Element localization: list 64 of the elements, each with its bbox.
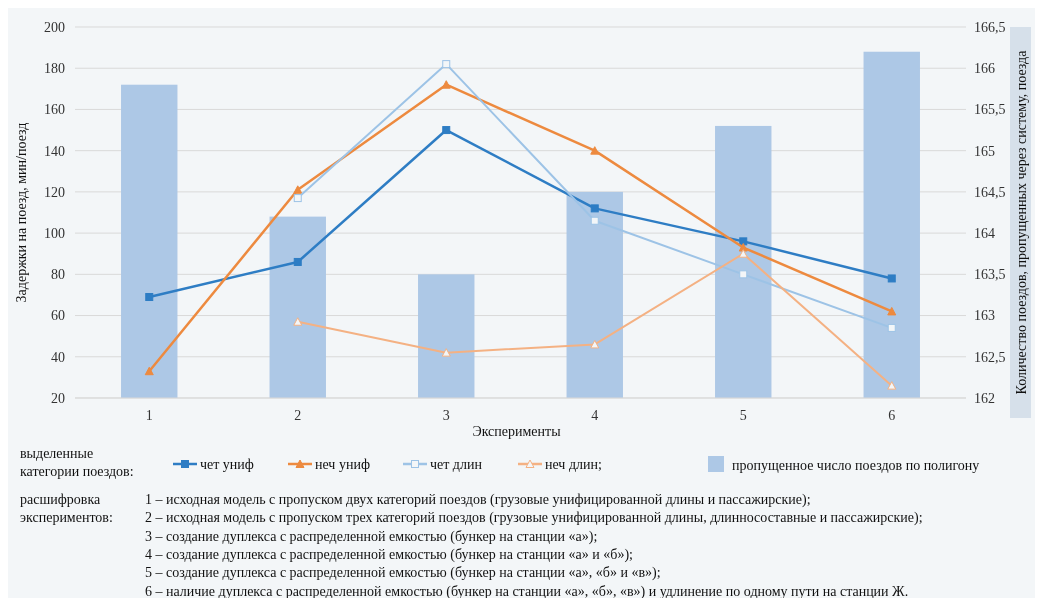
point bbox=[887, 323, 896, 332]
y2-tick-label: 162,5 bbox=[974, 349, 1006, 365]
point bbox=[590, 204, 599, 213]
point bbox=[144, 366, 154, 376]
point bbox=[441, 80, 451, 89]
x-tick-label: 1 bbox=[145, 408, 153, 423]
point bbox=[293, 317, 303, 326]
point bbox=[887, 306, 897, 316]
text: 1 – исходная модель с пропуском двух категорий поездов (грузовые унифицированной длины и пассажирские); bbox=[145, 492, 811, 508]
text: 3 – создание дуплекса с распределенной емкостью (бункер на станции «а»); bbox=[145, 528, 598, 545]
x-axis-title: Эксперименты bbox=[472, 424, 562, 439]
point bbox=[442, 60, 451, 69]
y2-tick-label: 165 bbox=[974, 143, 995, 159]
legend-label: чет длин bbox=[430, 457, 483, 472]
y-axis-title: Задержки на поезд, мин/поезд bbox=[14, 122, 29, 303]
point bbox=[738, 243, 748, 252]
point bbox=[293, 257, 302, 266]
legend-label: неч униф bbox=[315, 457, 370, 472]
y-tick-label: 120 bbox=[44, 184, 65, 200]
x-tick-label: 2 bbox=[294, 408, 302, 423]
y2-tick-label: 164 bbox=[974, 226, 995, 242]
legend-label: чет униф bbox=[200, 457, 254, 472]
text: 6 – наличие дуплекса с распределенной емкостью (бункер на станции «а», «б», «в») и удлинение по одному пути на станции Ж. bbox=[145, 583, 909, 600]
y2-tick-label: 165,5 bbox=[974, 102, 1006, 118]
point bbox=[293, 194, 302, 203]
y2-tick-label: 164,5 bbox=[974, 184, 1006, 200]
x-tick-label: 5 bbox=[739, 408, 747, 423]
point bbox=[145, 293, 154, 302]
x-tick-label: 6 bbox=[888, 408, 896, 423]
text: 5 – создание дуплекса с распределенной емкостью (бункер на станции «а», «б» и «в»); bbox=[145, 565, 661, 582]
text: расшифровка экспериментов: bbox=[20, 492, 113, 525]
point bbox=[590, 146, 600, 155]
text: 4 – создание дуплекса с распределенной емкостью (бункер на станции «а» и «б»); bbox=[145, 546, 633, 563]
y-tick-label: 60 bbox=[51, 308, 65, 324]
y-tick-label: 80 bbox=[51, 267, 65, 283]
y2-tick-label: 162 bbox=[974, 390, 995, 406]
point bbox=[738, 249, 748, 258]
point bbox=[887, 274, 896, 283]
point bbox=[739, 237, 748, 246]
point bbox=[590, 339, 600, 349]
point bbox=[442, 126, 451, 135]
text: 2 – исходная модель с пропуском трех категорий поездов (грузовые унифицированной длины, длинносоставные и пассажирские); bbox=[145, 510, 923, 527]
y-tick-label: 40 bbox=[51, 349, 65, 365]
y-tick-label: 180 bbox=[44, 61, 65, 77]
legend-label: неч длин; bbox=[545, 457, 602, 472]
y-tick-label: 160 bbox=[44, 102, 65, 118]
y-tick-label: 20 bbox=[51, 390, 65, 406]
y-tick-label: 100 bbox=[44, 226, 65, 242]
legend-title: выделенные категории поездов: bbox=[20, 446, 134, 479]
point bbox=[739, 270, 748, 279]
y2-tick-label: 163,5 bbox=[974, 267, 1006, 283]
y2-tick-label: 166 bbox=[974, 61, 995, 77]
point bbox=[887, 381, 897, 390]
point bbox=[293, 185, 303, 194]
y2-tick-label: 166,5 bbox=[974, 19, 1006, 35]
x-tick-label: 4 bbox=[591, 408, 599, 423]
y-tick-label: 140 bbox=[44, 143, 65, 159]
y-tick-label: 200 bbox=[44, 19, 65, 35]
x-tick-label: 3 bbox=[442, 408, 450, 423]
y2-axis-title: Количество поездов, пропущенных через систему, поезда bbox=[1014, 49, 1029, 395]
point bbox=[441, 348, 451, 357]
legend-label: пропущенное число поездов по полигону bbox=[732, 458, 980, 473]
point bbox=[590, 216, 599, 225]
y2-tick-label: 163 bbox=[974, 308, 995, 324]
